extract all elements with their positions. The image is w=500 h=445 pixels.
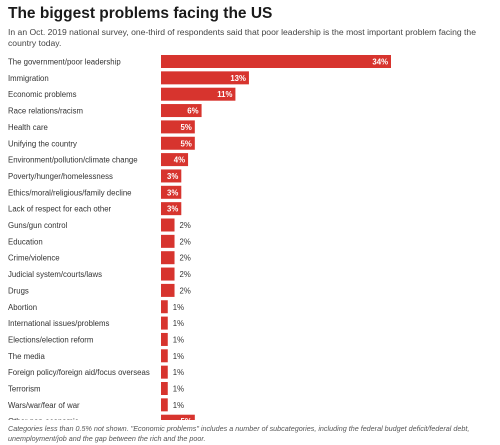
bar-unifying-the-country — [161, 136, 195, 150]
value-label-economic-problems: 11% — [217, 90, 232, 99]
bar-poverty-hunger-homelessness — [161, 169, 182, 183]
chart-subtitle: In an Oct. 2019 national survey, one-thi… — [8, 27, 476, 48]
bar-immigration — [161, 71, 249, 85]
value-label-crime-violence: 2% — [180, 254, 191, 263]
value-label-judicial-system-courts-laws: 2% — [180, 270, 191, 279]
category-label-terrorism: Terrorism — [8, 385, 41, 394]
bar-terrorism — [161, 382, 168, 395]
chart-title: The biggest problems facing the US — [8, 5, 273, 22]
bar-foreign-policy-foreign-aid-focus-overseas — [161, 365, 168, 379]
category-label-elections-election-reform: Elections/election reform — [8, 335, 93, 344]
category-label-crime-violence: Crime/violence — [8, 254, 60, 263]
bar-the-media — [161, 349, 168, 363]
value-label-environment-pollution-climate-change: 4% — [174, 156, 185, 165]
category-label-ethics-moral-religious-family-decline: Ethics/moral/religious/family decline — [8, 188, 132, 197]
bar-ethics-moral-religious-family-decline — [161, 185, 182, 199]
category-label-environment-pollution-climate-change: Environment/pollution/climate change — [8, 156, 138, 165]
chart-footnote: Categories less than 0.5% not shown. "Ec… — [8, 424, 470, 443]
bar-economic-problems — [161, 87, 236, 101]
bar-chart: The government/poor leadership 34% Immigra… — [8, 55, 391, 420]
bar-drugs — [161, 283, 175, 297]
category-label-the-media: The media — [8, 352, 46, 361]
bar-judicial-system-courts-laws — [161, 267, 175, 281]
value-label-terrorism: 1% — [173, 385, 184, 394]
bar-the-government-poor-leadership — [161, 55, 391, 68]
category-label-economic-problems: Economic problems — [8, 90, 77, 99]
value-label-drugs: 2% — [180, 286, 191, 295]
value-label-unifying-the-country: 5% — [181, 139, 192, 148]
category-label-health-care: Health care — [8, 123, 48, 132]
bar-elections-election-reform — [161, 332, 168, 346]
category-label-guns-gun-control: Guns/gun control — [8, 221, 68, 230]
value-label-wars-war-fear-of-war: 1% — [173, 401, 184, 410]
bar-lack-of-respect-for-each-other — [161, 202, 182, 216]
value-label-elections-election-reform: 1% — [173, 335, 184, 344]
value-label-the-media: 1% — [173, 352, 184, 361]
bar-wars-war-fear-of-war — [161, 398, 168, 412]
category-label-wars-war-fear-of-war: Wars/war/fear of war — [8, 401, 80, 410]
value-label-immigration: 13% — [230, 74, 246, 83]
bar-crime-violence — [161, 251, 175, 265]
category-label-race-relations-racism: Race relations/racism — [8, 107, 83, 116]
bar-international-issues-problems — [161, 316, 168, 330]
category-label-lack-of-respect-for-each-other: Lack of respect for each other — [8, 205, 112, 214]
bar-abortion — [161, 300, 168, 314]
category-label-abortion: Abortion — [8, 303, 37, 312]
value-label-race-relations-racism: 6% — [187, 107, 198, 116]
value-label-education: 2% — [180, 237, 191, 246]
category-label-poverty-hunger-homelessness: Poverty/hunger/homelessness — [8, 172, 113, 181]
value-label-abortion: 1% — [173, 303, 184, 312]
value-label-ethics-moral-religious-family-decline: 3% — [167, 188, 178, 197]
category-label-immigration: Immigration — [8, 74, 49, 83]
category-label-foreign-policy-foreign-aid-focus-overseas: Foreign policy/foreign aid/focus oversea… — [8, 368, 150, 377]
category-label-drugs: Drugs — [8, 286, 29, 295]
bar-health-care — [161, 120, 195, 134]
category-label-education: Education — [8, 237, 43, 246]
value-label-health-care: 5% — [181, 123, 192, 132]
value-label-the-government-poor-leadership: 34% — [372, 58, 388, 67]
category-label-international-issues-problems: International issues/problems — [8, 319, 110, 328]
category-label-the-government-poor-leadership: The government/poor leadership — [8, 58, 121, 67]
category-label-unifying-the-country: Unifying the country — [8, 139, 77, 148]
bar-guns-gun-control — [161, 218, 175, 232]
bar-other-non-economic — [161, 414, 195, 420]
value-label-lack-of-respect-for-each-other: 3% — [167, 205, 178, 214]
category-label-other-non-economic: Other non-economic — [8, 417, 79, 420]
bar-race-relations-racism — [161, 104, 202, 118]
value-label-guns-gun-control: 2% — [180, 221, 191, 230]
value-label-other-non-economic: 5% — [181, 417, 192, 420]
category-label-judicial-system-courts-laws: Judicial system/courts/laws — [8, 270, 102, 279]
value-label-international-issues-problems: 1% — [173, 319, 184, 328]
value-label-poverty-hunger-homelessness: 3% — [167, 172, 178, 181]
bar-education — [161, 234, 175, 248]
bar-environment-pollution-climate-change — [161, 153, 189, 167]
value-label-foreign-policy-foreign-aid-focus-overseas: 1% — [173, 368, 184, 377]
